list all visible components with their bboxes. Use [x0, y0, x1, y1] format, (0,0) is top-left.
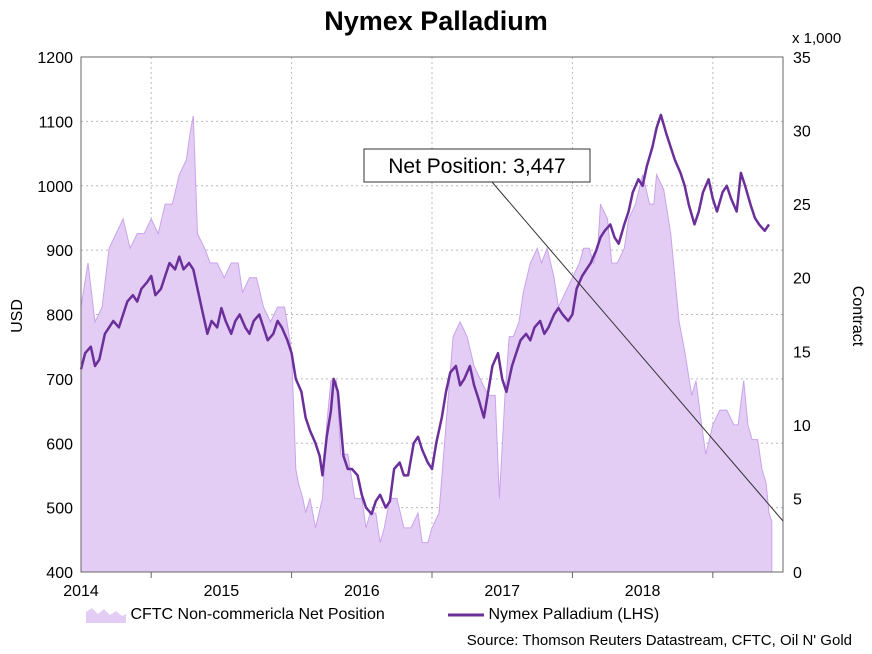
x-axis: 2014 2015 2016 2017 2018: [63, 572, 714, 600]
y2-tick-label: 20: [793, 271, 811, 288]
y2-tick-label: 25: [793, 197, 811, 214]
y-tick-label: 1000: [37, 179, 73, 196]
x-tick-label: 2017: [484, 583, 520, 600]
chart-title: Nymex Palladium: [324, 6, 548, 36]
y-tick-label: 1100: [39, 114, 74, 131]
source-note: Source: Thomson Reuters Datastream, CFTC…: [466, 632, 852, 649]
y-tick-label: 800: [46, 308, 73, 325]
y-tick-label: 900: [46, 243, 73, 260]
annotation-leader-line: [491, 181, 784, 522]
y-axis-label: USD: [9, 299, 26, 333]
y2-tick-label: 15: [793, 344, 811, 361]
y2-tick-label: 0: [793, 565, 802, 582]
y2-tick-label: 35: [793, 50, 811, 67]
y-tick-label: 600: [46, 436, 73, 453]
legend-swatch-line: [448, 613, 484, 617]
annotation-text: Net Position: 3,447: [388, 155, 565, 178]
y2-tick-label: 30: [793, 124, 811, 141]
legend-label-palladium: Nymex Palladium (LHS): [488, 606, 660, 624]
y2-axis-label: Contract: [849, 286, 866, 347]
y2-tick-label: 10: [793, 418, 811, 435]
legend-swatch-area: [86, 608, 126, 623]
legend-label-net-position: CFTC Non-commericla Net Position: [130, 606, 385, 624]
y-tick-label: 500: [46, 501, 73, 518]
x-tick-label: 2015: [204, 583, 240, 600]
palladium-price-line: [79, 113, 771, 516]
net-position-area: [80, 115, 773, 573]
y-tick-label: 700: [46, 372, 73, 389]
annotation-box: [363, 148, 591, 183]
right-axis-scale-note: x 1,000: [792, 30, 842, 47]
x-tick-label: 2018: [625, 583, 661, 600]
y2-tick-label: 5: [793, 491, 802, 508]
legend-item-net-position: CFTC Non-commericla Net Position: [86, 606, 385, 624]
right-axis: 0 5 10 15 20 25 30 35: [793, 50, 811, 582]
left-axis: 400 500 600 700 800 900 1000 1100 1200: [37, 50, 73, 582]
legend-item-palladium: Nymex Palladium (LHS): [448, 606, 659, 624]
y-tick-label: 1200: [37, 50, 73, 67]
x-tick-label: 2016: [344, 583, 380, 600]
y-tick-label: 400: [46, 565, 73, 582]
x-tick-label: 2014: [63, 583, 99, 600]
